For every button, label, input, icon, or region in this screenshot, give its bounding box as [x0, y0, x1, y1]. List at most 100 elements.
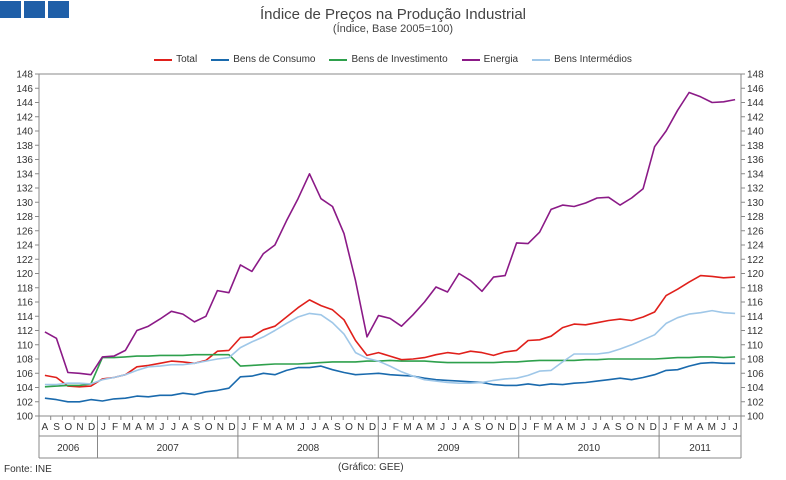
y-tick-label-right: 116: [747, 298, 763, 309]
legend-swatch: [211, 58, 230, 61]
legend-label: Bens de Consumo: [233, 54, 316, 65]
y-tick-label-left: 136: [16, 155, 33, 166]
x-tick-label-year: 2011: [689, 443, 711, 454]
y-tick-label-right: 130: [747, 198, 764, 209]
x-tick-label-month: A: [276, 422, 283, 433]
x-tick-label-month: F: [112, 422, 118, 433]
y-tick-label-right: 124: [747, 241, 764, 252]
y-tick-label-left: 144: [16, 98, 33, 109]
x-tick-label-month: A: [463, 422, 470, 433]
x-tick-label-month: O: [205, 422, 213, 433]
x-tick-label-month: J: [382, 422, 387, 433]
series-line-bens-intermédios: [44, 309, 736, 386]
y-tick-label-left: 126: [16, 226, 33, 237]
x-tick-label-month: M: [684, 422, 692, 433]
y-tick-label-right: 128: [747, 212, 764, 223]
y-tick-label-left: 108: [16, 355, 33, 366]
x-tick-label-month: A: [603, 422, 610, 433]
y-tick-label-right: 104: [747, 383, 764, 394]
logo-block: [24, 1, 45, 18]
x-tick-label-month: M: [123, 422, 131, 433]
y-tick-label-left: 118: [17, 283, 33, 294]
x-tick-label-month: D: [88, 422, 95, 433]
y-tick-label-right: 144: [747, 98, 764, 109]
y-tick-label-left: 124: [16, 241, 33, 252]
x-tick-label-month: J: [721, 422, 726, 433]
x-tick-label-month: J: [159, 422, 164, 433]
x-tick-label-month: J: [592, 422, 597, 433]
y-tick-label-right: 136: [747, 155, 764, 166]
y-tick-label-right: 146: [747, 84, 764, 95]
y-tick-label-left: 130: [16, 198, 33, 209]
y-tick-label-right: 140: [747, 127, 764, 138]
y-tick-label-right: 120: [747, 269, 764, 280]
y-tick-label-right: 110: [747, 340, 763, 351]
x-tick-label-month: S: [615, 422, 622, 433]
x-tick-label-year: 2009: [437, 443, 460, 454]
y-tick-label-left: 102: [16, 397, 33, 408]
logo-block: [48, 1, 69, 18]
x-tick-label-month: M: [567, 422, 575, 433]
y-tick-label-left: 104: [16, 383, 33, 394]
y-tick-label-left: 120: [16, 269, 33, 280]
series-line-bens-de-investimento: [44, 353, 736, 388]
y-tick-label-right: 112: [747, 326, 763, 337]
y-tick-label-right: 114: [747, 312, 763, 323]
x-tick-label-month: F: [533, 422, 539, 433]
x-tick-label-month: A: [182, 422, 189, 433]
x-tick-label-month: D: [509, 422, 516, 433]
x-tick-label-month: O: [626, 422, 634, 433]
y-tick-label-left: 128: [16, 212, 33, 223]
x-tick-label-month: J: [311, 422, 316, 433]
x-tick-label-month: F: [674, 422, 680, 433]
y-tick-label-left: 112: [17, 326, 33, 337]
y-tick-label-left: 146: [16, 84, 33, 95]
legend-label: Energia: [483, 54, 519, 65]
legend-item: Bens Intermédios: [532, 54, 632, 65]
x-tick-label-month: M: [544, 422, 552, 433]
x-tick-label-month: S: [53, 422, 60, 433]
x-tick-label-year: 2006: [57, 443, 80, 454]
x-tick-label-month: D: [369, 422, 376, 433]
y-tick-label-right: 100: [747, 412, 764, 423]
legend-swatch: [532, 58, 551, 61]
x-tick-label-month: M: [146, 422, 154, 433]
legend-item: Bens de Consumo: [211, 54, 315, 65]
x-tick-label-month: O: [345, 422, 353, 433]
legend-item: Energia: [461, 54, 519, 65]
x-tick-label-month: J: [440, 422, 445, 433]
y-tick-label-right: 118: [747, 283, 763, 294]
x-tick-label-year: 2008: [297, 443, 320, 454]
y-tick-label-left: 110: [17, 340, 33, 351]
x-tick-label-month: A: [556, 422, 563, 433]
x-tick-label-month: O: [64, 422, 72, 433]
legend-label: Total: [176, 54, 198, 65]
x-tick-label-year: 2007: [157, 443, 180, 454]
legend-swatch: [154, 58, 173, 61]
x-tick-label-year: 2010: [578, 443, 601, 454]
x-tick-label-month: J: [733, 422, 738, 433]
y-tick-label-right: 126: [747, 226, 764, 237]
x-tick-label-month: J: [241, 422, 246, 433]
logo-block: [0, 1, 21, 18]
y-tick-label-left: 132: [16, 184, 33, 195]
legend-label: Bens Intermédios: [554, 54, 632, 65]
x-tick-label-month: S: [474, 422, 481, 433]
x-tick-label-month: D: [650, 422, 657, 433]
x-tick-label-month: J: [662, 422, 667, 433]
chart-title: Índice de Preços na Produção Industrial: [260, 6, 526, 23]
y-tick-label-left: 134: [16, 169, 33, 180]
x-tick-label-month: J: [522, 422, 527, 433]
x-tick-label-month: A: [42, 422, 49, 433]
y-tick-label-left: 116: [17, 298, 33, 309]
chart-legend: Total Bens de Consumo Bens de Investimento…: [0, 54, 786, 65]
y-tick-label-left: 106: [16, 369, 33, 380]
legend-item: Bens de Investimento: [329, 54, 448, 65]
x-tick-label-month: A: [135, 422, 142, 433]
y-tick-label-right: 122: [747, 255, 764, 266]
y-tick-label-right: 138: [747, 141, 764, 152]
x-tick-label-month: D: [228, 422, 235, 433]
y-tick-label-left: 100: [16, 412, 33, 423]
x-tick-label-month: F: [393, 422, 399, 433]
legend-item: Total: [154, 54, 197, 65]
